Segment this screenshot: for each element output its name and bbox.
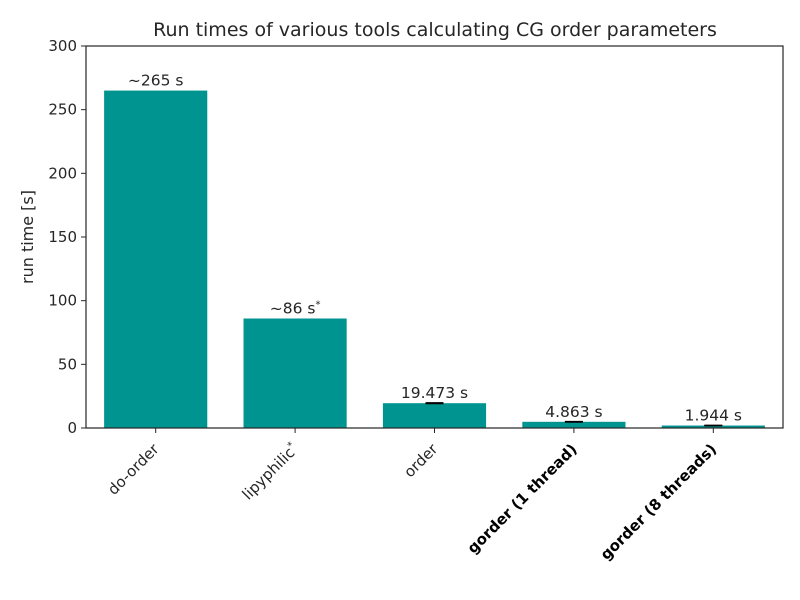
- bar: [243, 318, 347, 428]
- y-tick-label: 150: [48, 228, 77, 246]
- y-axis: 0 50 100 150 200 250 300: [48, 37, 86, 437]
- y-tick-label: 200: [48, 164, 77, 182]
- bars: [104, 90, 765, 429]
- x-tick-label: lipyphilic*: [239, 440, 302, 503]
- error-bars: [425, 402, 723, 427]
- x-tick-label: do-order: [104, 440, 163, 499]
- bar: [382, 403, 487, 428]
- plot-frame: [85, 45, 784, 429]
- bar: [522, 421, 626, 428]
- y-tick-label: 100: [48, 292, 77, 310]
- chart-title: Run times of various tools calculating C…: [153, 19, 717, 41]
- bar: [104, 90, 208, 429]
- y-tick-label: 0: [67, 419, 77, 437]
- x-tick-label: gorder (8 threads): [597, 440, 720, 563]
- x-tick-label: order: [400, 440, 442, 482]
- data-label: ~265 s: [128, 72, 184, 90]
- data-label: 1.944 s: [685, 407, 742, 425]
- y-axis-label: run time [s]: [18, 190, 37, 284]
- data-labels: ~265 s ~86 s* 19.473 s 4.863 s 1.944 s: [128, 72, 742, 425]
- data-label: 4.863 s: [545, 403, 602, 421]
- error-bar: [564, 420, 583, 423]
- x-tick-label: gorder (1 thread): [464, 440, 581, 557]
- y-tick-label: 300: [48, 37, 77, 55]
- bar: [661, 425, 765, 428]
- data-label: 19.473 s: [401, 384, 468, 402]
- y-tick-label: 250: [48, 101, 77, 119]
- x-axis: do-order lipyphilic* order gorder (1 thread…: [104, 428, 720, 564]
- error-bar: [425, 402, 444, 405]
- y-tick-label: 50: [58, 355, 77, 373]
- data-label: ~86 s*: [270, 299, 321, 317]
